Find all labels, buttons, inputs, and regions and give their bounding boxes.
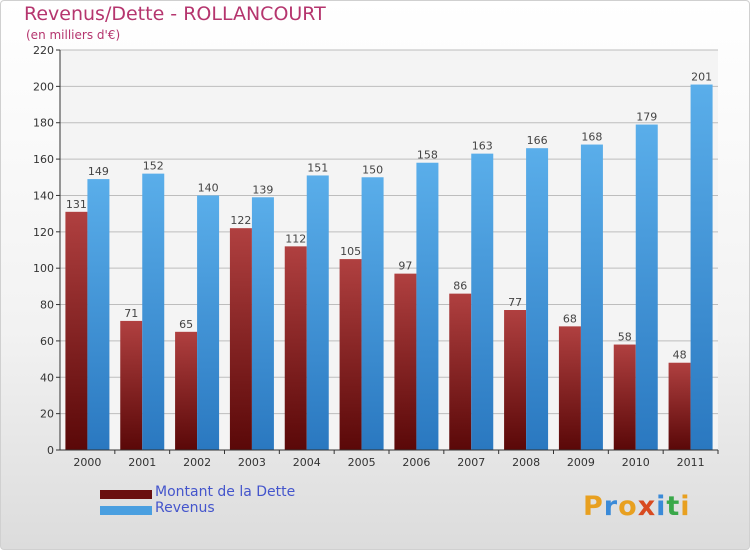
data-label: 149 — [88, 165, 109, 178]
bar-debt — [120, 320, 143, 450]
x-tick-label: 2008 — [512, 456, 540, 469]
data-label: 140 — [198, 181, 219, 194]
x-tick-label: 2004 — [293, 456, 321, 469]
y-tick-label: 40 — [40, 371, 54, 384]
x-tick-label: 2006 — [402, 456, 430, 469]
logo-letter: r — [603, 491, 619, 522]
axis-layer: 0 20 40 60 80 100 120 140 160 180 200 220 2000 2001 20… — [33, 44, 719, 469]
legend-swatch-debt — [100, 490, 152, 499]
y-tick-label: 0 — [47, 444, 54, 457]
data-label: 112 — [285, 232, 306, 245]
data-label: 201 — [691, 71, 712, 84]
x-tick-label: 2001 — [128, 456, 156, 469]
y-tick-label: 80 — [40, 299, 54, 312]
bar-revenus — [526, 148, 549, 450]
proxiti-logo: Proxiti — [583, 491, 691, 522]
logo-letter: x — [637, 491, 657, 522]
data-label: 179 — [636, 111, 657, 124]
bar-debt — [504, 310, 527, 450]
bar-revenus — [416, 162, 439, 450]
data-label: 163 — [472, 140, 493, 153]
x-tick-label: 2010 — [622, 456, 650, 469]
x-tick-label: 2009 — [567, 456, 595, 469]
logo-letter: t — [666, 491, 681, 522]
data-label: 131 — [66, 198, 87, 211]
chart-subtitle: (en milliers d'€) — [26, 28, 121, 42]
y-tick-label: 160 — [33, 153, 54, 166]
data-label: 139 — [252, 183, 273, 196]
logo-letter: i — [680, 491, 691, 522]
labels-layer: 131 149 71 152 65 140 122 139 112 151 105 150 97 158 8… — [66, 71, 712, 362]
logo-letter: i — [656, 491, 667, 522]
data-label: 71 — [124, 307, 138, 320]
bar-revenus — [142, 173, 165, 451]
data-label: 151 — [307, 161, 328, 174]
bar-debt — [668, 362, 691, 450]
bar-debt — [229, 228, 252, 450]
bar-debt — [284, 246, 307, 450]
y-tick-label: 220 — [33, 44, 54, 57]
y-tick-label: 60 — [40, 335, 54, 348]
x-tick-label: 2011 — [677, 456, 705, 469]
bar-revenus — [361, 177, 384, 451]
logo-letter: P — [583, 491, 604, 522]
y-tick-label: 140 — [33, 189, 54, 202]
bar-revenus — [635, 124, 658, 450]
y-tick-label: 180 — [33, 117, 54, 130]
bar-revenus — [471, 153, 494, 451]
data-label: 166 — [527, 134, 548, 147]
bar-revenus — [306, 175, 329, 451]
grid-layer — [60, 49, 718, 451]
data-label: 77 — [508, 296, 522, 309]
x-tick-label: 2002 — [183, 456, 211, 469]
y-tick-label: 100 — [33, 262, 54, 275]
bar-debt — [558, 326, 581, 450]
data-label: 48 — [673, 349, 687, 362]
x-tick-label: 2000 — [73, 456, 101, 469]
legend-swatch-revenus — [100, 506, 152, 515]
bar-revenus — [580, 144, 603, 450]
data-label: 68 — [563, 312, 577, 325]
bar-debt — [65, 211, 88, 450]
bars-layer — [65, 84, 713, 451]
x-tick-label: 2007 — [457, 456, 485, 469]
bar-debt — [613, 344, 636, 450]
data-label: 58 — [618, 331, 632, 344]
y-tick-label: 20 — [40, 408, 54, 421]
data-label: 158 — [417, 149, 438, 162]
legend-label-debt: Montant de la Dette — [155, 484, 296, 500]
data-label: 86 — [453, 280, 467, 293]
chart-title: Revenus/Dette - ROLLANCOURT — [24, 3, 326, 25]
data-label: 152 — [143, 160, 164, 173]
bar-debt — [394, 273, 417, 450]
data-label: 105 — [340, 245, 361, 258]
data-label: 122 — [230, 214, 251, 227]
plot-area — [60, 50, 718, 450]
data-label: 150 — [362, 163, 383, 176]
legend-label-revenus: Revenus — [155, 500, 215, 516]
bar-debt — [339, 259, 362, 450]
x-tick-label: 2003 — [238, 456, 266, 469]
bar-debt — [175, 331, 198, 450]
data-label: 97 — [398, 260, 412, 273]
bar-revenus — [197, 195, 220, 450]
data-label: 168 — [581, 131, 602, 144]
bar-debt — [449, 293, 472, 450]
data-label: 65 — [179, 318, 193, 331]
bar-revenus — [690, 84, 713, 450]
logo-letter: o — [618, 491, 638, 522]
bar-revenus — [87, 179, 110, 450]
x-tick-label: 2005 — [348, 456, 376, 469]
y-tick-label: 200 — [33, 80, 54, 93]
bar-revenus — [251, 197, 274, 450]
y-tick-label: 120 — [33, 226, 54, 239]
